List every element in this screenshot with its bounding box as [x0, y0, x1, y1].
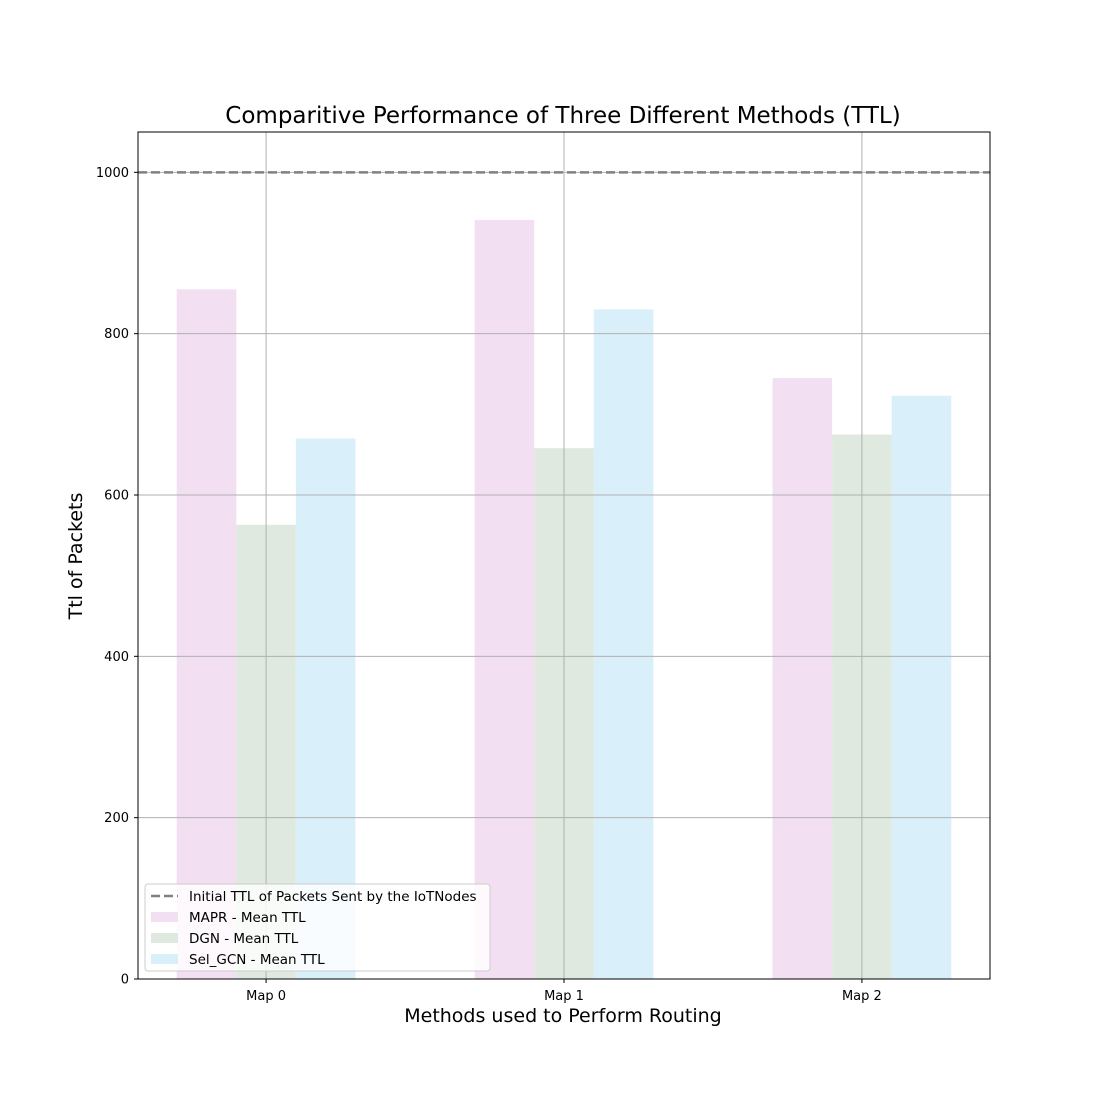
bar-mapr-0	[176, 289, 237, 979]
legend: Initial TTL of Packets Sent by the IoTNo…	[144, 883, 491, 972]
legend-swatch	[151, 912, 178, 922]
legend-swatch	[151, 933, 178, 943]
y-tick-label: 200	[104, 811, 129, 826]
axes-frame	[137, 131, 991, 980]
legend-label: Initial TTL of Packets Sent by the IoTNo…	[189, 889, 477, 905]
y-tick-label: 1000	[96, 166, 129, 181]
legend-label: Sel_GCN - Mean TTL	[189, 952, 325, 968]
bar-mapr-2	[772, 378, 833, 979]
bar-sel-gcn-1	[593, 309, 654, 979]
legend-label: MAPR - Mean TTL	[189, 910, 306, 926]
chart-title: Comparitive Performance of Three Differe…	[225, 103, 900, 129]
plot-area: 0 200 400 600 800 1000 Map 0 Map 1 Map 2	[96, 131, 991, 1004]
bar-sel-gcn-2	[891, 395, 952, 979]
legend-swatch	[151, 954, 178, 964]
y-tick-label: 0	[121, 973, 129, 988]
legend-box	[144, 883, 491, 972]
bar-mapr-1	[474, 219, 535, 980]
x-axis-title: Methods used to Perform Routing	[404, 1005, 722, 1027]
legend-label: DGN - Mean TTL	[189, 931, 299, 947]
x-tick-label: Map 0	[246, 989, 286, 1004]
y-axis-title: Ttl of Packets	[65, 493, 87, 621]
y-tick-label: 800	[104, 327, 129, 342]
x-tick-label: Map 1	[544, 989, 584, 1004]
y-tick-label: 600	[104, 489, 129, 504]
y-tick-label: 400	[104, 650, 129, 665]
x-tick-label: Map 2	[842, 989, 882, 1004]
